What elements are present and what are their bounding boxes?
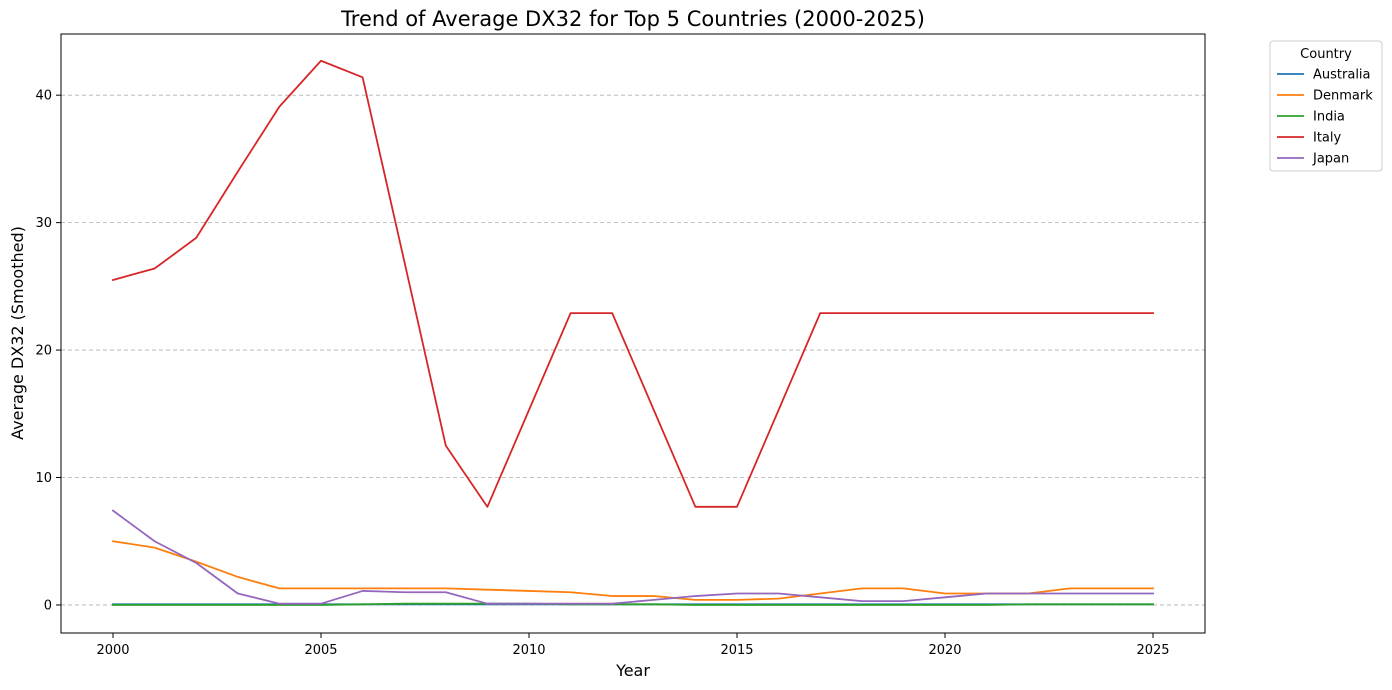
legend-label-india: India: [1313, 110, 1345, 125]
legend-label-japan: Japan: [1312, 152, 1349, 167]
series-line-india: [112, 602, 1154, 606]
legend: Country Australia Denmark India Italy Japan: [1269, 40, 1383, 172]
y-gridlines: [61, 94, 1205, 606]
series-line-japan: [111, 509, 1154, 605]
x-axis-ticks: 2000 2005 2010 2015 2020 2025: [96, 633, 1170, 658]
y-tick-label: 10: [35, 471, 52, 486]
x-axis-label: Year: [615, 661, 650, 680]
x-tick-label: 2000: [96, 643, 129, 658]
y-tick-label: 0: [44, 598, 52, 613]
legend-label-australia: Australia: [1313, 68, 1371, 83]
series-line-italy: [111, 59, 1154, 508]
y-axis-label: Average DX32 (Smoothed): [8, 226, 27, 440]
legend-title: Country: [1300, 47, 1352, 62]
chart-title: Trend of Average DX32 for Top 5 Countrie…: [340, 7, 925, 31]
x-tick-label: 2010: [512, 643, 545, 658]
x-tick-label: 2025: [1136, 643, 1169, 658]
series-lines: [111, 59, 1154, 606]
y-axis-ticks: 0 10 20 30 40: [35, 89, 61, 613]
plot-area-frame: [60, 33, 1206, 634]
y-tick-label: 40: [35, 89, 52, 104]
x-tick-label: 2015: [720, 643, 753, 658]
legend-label-denmark: Denmark: [1313, 89, 1373, 104]
y-tick-label: 30: [35, 216, 52, 231]
series-line-denmark: [111, 540, 1154, 601]
x-tick-label: 2020: [928, 643, 961, 658]
legend-items: Australia Denmark India Italy Japan: [1277, 68, 1373, 167]
legend-label-italy: Italy: [1313, 131, 1342, 146]
x-tick-label: 2005: [304, 643, 337, 658]
y-tick-label: 20: [35, 344, 52, 359]
